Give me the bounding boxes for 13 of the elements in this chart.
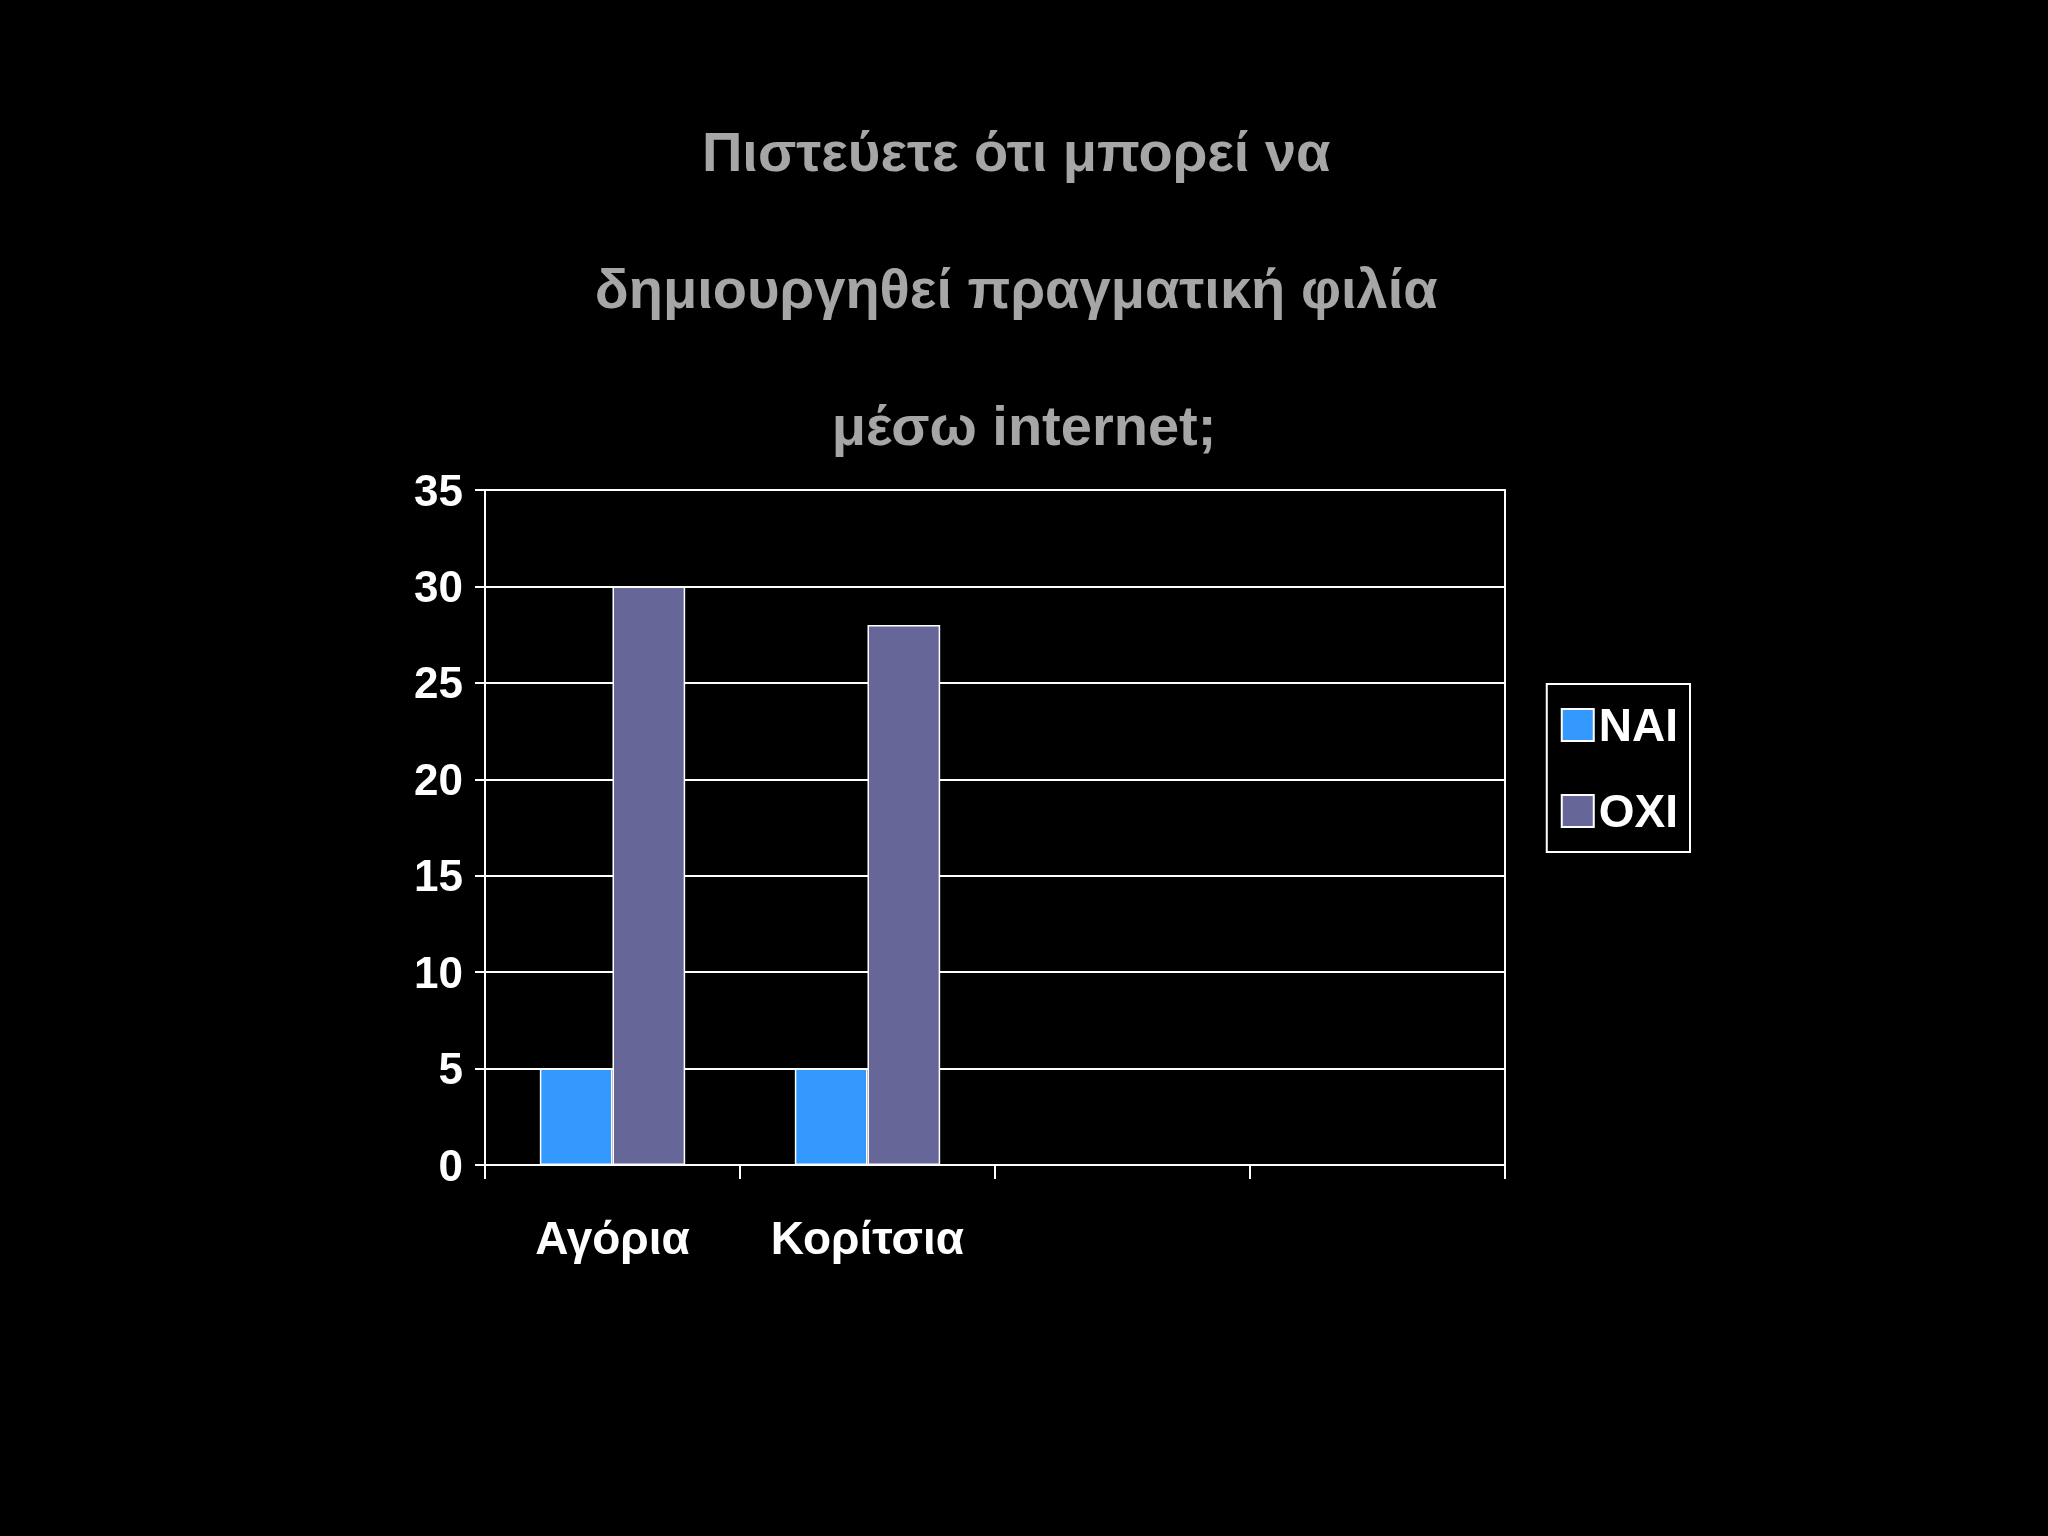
y-tick-label: 10 xyxy=(414,947,463,997)
legend-label: OXI xyxy=(1598,785,1679,837)
x-tick-label: Κορίτσια xyxy=(770,1212,965,1264)
y-tick-label: 20 xyxy=(414,754,463,804)
y-tick-label: 25 xyxy=(414,658,463,708)
y-tick-label: 35 xyxy=(414,465,463,515)
y-tick-label: 0 xyxy=(438,1140,463,1190)
y-tick-label: 30 xyxy=(414,561,463,611)
y-tick-label: 5 xyxy=(438,1044,463,1094)
chart-title: Πιστεύετε ότι μπορεί να δημιουργηθεί πραγματική φιλία μέσω internet; xyxy=(594,120,1438,457)
x-tick-label: Αγόρια xyxy=(535,1212,690,1264)
legend-label: NAI xyxy=(1598,699,1678,751)
y-tick-label: 15 xyxy=(414,851,463,901)
